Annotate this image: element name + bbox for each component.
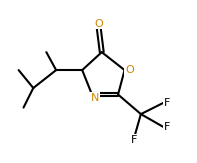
Text: O: O bbox=[125, 65, 134, 75]
Text: F: F bbox=[164, 122, 170, 132]
Text: N: N bbox=[91, 93, 99, 103]
Text: F: F bbox=[131, 135, 138, 145]
Text: O: O bbox=[94, 19, 103, 29]
Text: F: F bbox=[164, 98, 170, 108]
